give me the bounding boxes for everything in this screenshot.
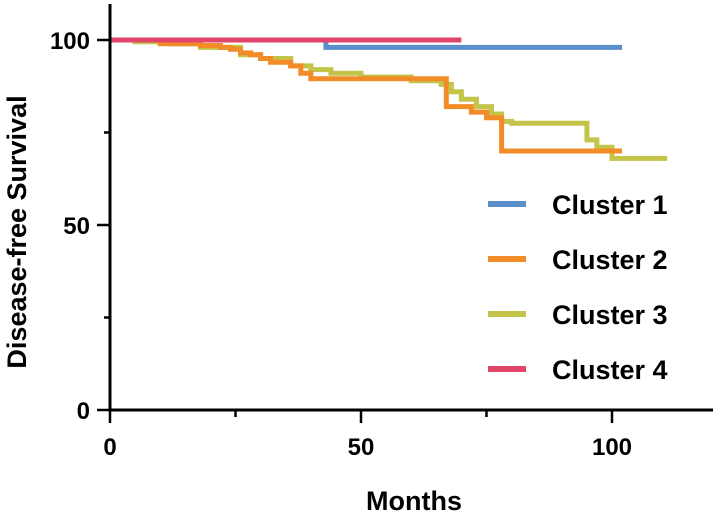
series-layer bbox=[110, 37, 668, 161]
y-axis-title: Disease-free Survival bbox=[2, 95, 32, 368]
legend-label-cluster-4: Cluster 4 bbox=[552, 355, 668, 385]
ticks-layer: 0 50 100 0 50 100 bbox=[50, 28, 632, 461]
legend-label-cluster-1: Cluster 1 bbox=[552, 190, 668, 220]
x-axis-title: Months bbox=[366, 486, 462, 516]
y-tick-label-100: 100 bbox=[50, 28, 90, 55]
x-tick-label-0: 0 bbox=[103, 434, 116, 461]
y-tick-label-50: 50 bbox=[63, 213, 90, 240]
x-tick-label-100: 100 bbox=[592, 434, 632, 461]
y-tick-label-0: 0 bbox=[77, 398, 90, 425]
series-line-cluster-3 bbox=[110, 37, 668, 161]
x-tick-label-50: 50 bbox=[348, 434, 375, 461]
series-line-cluster-2 bbox=[110, 37, 622, 154]
legend-label-cluster-3: Cluster 3 bbox=[552, 300, 668, 330]
legend: Cluster 1 Cluster 2 Cluster 3 Cluster 4 bbox=[488, 190, 668, 385]
legend-label-cluster-2: Cluster 2 bbox=[552, 245, 668, 275]
